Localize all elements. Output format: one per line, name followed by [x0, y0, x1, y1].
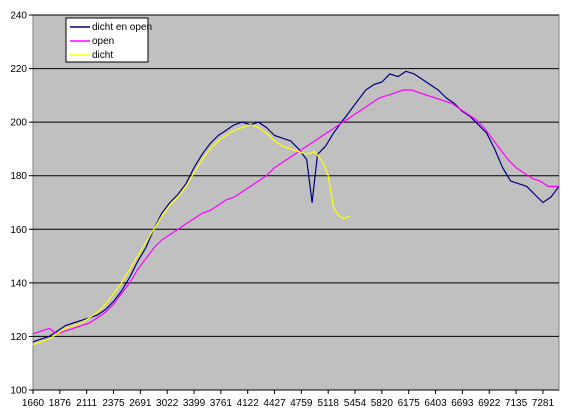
y-tick-label: 180 [10, 171, 27, 182]
x-tick-label: 6693 [451, 398, 474, 409]
y-axis: 100 120 140 160 180 200 220 240 [10, 11, 33, 397]
x-tick-label: 1876 [49, 398, 72, 409]
y-tick-label: 140 [10, 278, 27, 289]
y-tick-label: 120 [10, 332, 27, 343]
x-axis: 1660 1876 2111 2375 2691 3022 3399 3761 4122 4427… [22, 389, 559, 409]
x-tick-label: 7135 [505, 398, 528, 409]
x-tick-label: 3761 [210, 398, 233, 409]
y-tick-label: 160 [10, 225, 27, 236]
legend-label-dicht-en-open: dicht en open [92, 22, 152, 33]
y-tick-label: 220 [10, 64, 27, 75]
y-tick-label: 100 [10, 386, 27, 397]
x-tick-label: 6175 [398, 398, 421, 409]
x-tick-label: 5454 [344, 398, 367, 409]
x-tick-label: 3022 [156, 398, 179, 409]
x-tick-label: 4759 [290, 398, 313, 409]
series-layer [32, 70, 560, 346]
x-tick-label: 5118 [317, 398, 339, 409]
x-tick-label: 2375 [102, 398, 125, 409]
legend-label-dicht: dicht [92, 50, 113, 61]
x-tick-label: 5820 [371, 398, 394, 409]
x-tick-label: 1660 [22, 398, 45, 409]
x-tick-label: 2111 [76, 398, 97, 409]
x-tick-label: 6403 [424, 398, 447, 409]
x-tick-label: 4427 [263, 398, 286, 409]
y-tick-label: 200 [10, 118, 27, 129]
x-tick-label: 6922 [478, 398, 501, 409]
x-tick-label: 7281 [532, 398, 555, 409]
y-tick-label: 240 [10, 11, 27, 22]
legend: dicht en open open dicht [65, 17, 152, 63]
series-line-dicht-en-open [32, 70, 560, 343]
legend-label-open: open [92, 36, 114, 47]
x-tick-label: 2691 [129, 398, 152, 409]
x-tick-label: 4122 [237, 398, 260, 409]
series-line-dicht [32, 124, 350, 346]
plot-area [32, 14, 560, 391]
x-tick-label: 3399 [183, 398, 206, 409]
gridlines [33, 14, 559, 337]
series-line-open [32, 89, 559, 335]
